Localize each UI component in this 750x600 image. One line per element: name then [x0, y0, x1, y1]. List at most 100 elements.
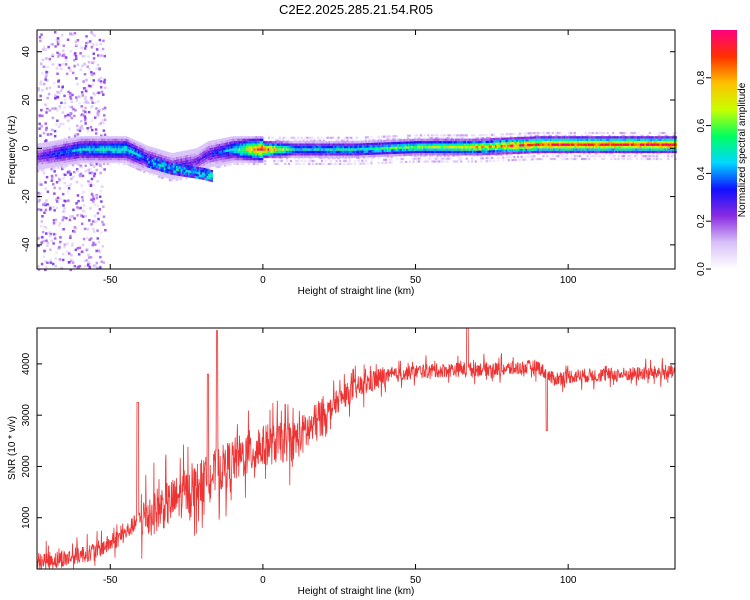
spectrogram-ridge-cell	[79, 157, 82, 161]
spectrogram-halo-cell	[667, 134, 670, 137]
spectrogram-ridge-cell	[107, 155, 110, 158]
spectrogram-noise-cell	[99, 80, 103, 83]
spectrogram-ridge-cell	[247, 155, 250, 158]
spectrogram-noise-cell	[95, 162, 98, 166]
spectrogram-ridge-cell	[317, 148, 320, 151]
spectrogram-noise-cell	[96, 204, 99, 207]
spectrogram-noise-cell	[92, 43, 95, 46]
spectrogram-halo-cell	[445, 160, 448, 163]
spectrogram-ridge-cell	[189, 154, 192, 157]
spectrogram-halo-cell	[592, 131, 595, 135]
spectrogram-ridge-cell	[64, 143, 67, 146]
spectrogram-ridge-cell	[124, 155, 126, 158]
spectrogram-ridge-cell	[122, 148, 125, 151]
spectrogram-ridge-cell	[88, 153, 91, 156]
spectrogram-ridge-cell	[122, 157, 125, 161]
spectrogram-noise-cell	[62, 204, 65, 207]
spectrogram-ridge-cell	[53, 157, 56, 160]
spectrogram-ridge-cell	[206, 156, 209, 159]
spectrogram-halo-cell	[337, 136, 340, 139]
spectrogram-halo-cell	[476, 137, 479, 140]
spectrogram-ridge-cell	[418, 150, 421, 154]
spectrogram-ridge-cell	[279, 153, 282, 156]
spectrogram-halo-cell	[480, 154, 483, 157]
spectrogram-ridge-cell	[398, 139, 401, 142]
spectrogram-ridge-cell	[101, 153, 104, 156]
spectrogram-ridge-cell	[153, 154, 155, 158]
spectrogram-noise-cell	[48, 109, 52, 112]
spectrogram-ridge-cell	[287, 150, 290, 154]
spectrogram-ridge-cell	[185, 152, 188, 156]
spectrogram-halo-cell	[284, 136, 287, 139]
spectrogram-ridge-cell	[246, 143, 249, 146]
spectrogram-ridge-cell	[142, 146, 145, 149]
spectrogram-ridge-cell	[259, 138, 262, 141]
spectrogram-ridge-cell	[294, 153, 297, 156]
spectrogram-ridge-cell	[62, 146, 65, 149]
spectrogram-ridge-cell	[133, 163, 136, 167]
spectrogram-ridge-cell	[330, 145, 333, 149]
spectrogram-halo-cell	[628, 157, 631, 161]
spectrogram-noise-cell	[68, 114, 72, 117]
spectrogram-ridge-cell	[383, 147, 386, 150]
spectrogram-noise-cell	[75, 96, 78, 99]
spectrogram-ridge-cell	[82, 141, 85, 144]
spectrogram-halo-cell	[634, 152, 637, 155]
spectrogram-ridge-cell	[178, 158, 181, 162]
spectrogram-ridge-cell	[87, 160, 90, 163]
spectrogram-halo-cell	[311, 159, 314, 163]
spectrogram-ridge-cell	[93, 136, 96, 139]
spectrogram-halo-cell	[374, 138, 377, 141]
spectrogram-ridge-cell	[362, 143, 365, 146]
spectrogram-ridge-cell	[182, 160, 184, 164]
spectrogram-halo-cell	[450, 154, 454, 157]
spectrogram-halo-cell	[381, 135, 384, 138]
spectrogram-ridge-cell	[247, 160, 250, 163]
spectrogram-ridge-cell	[238, 143, 241, 146]
spectrogram-noise-cell	[45, 239, 48, 242]
spectrogram-ridge-cell	[272, 155, 275, 158]
spectrogram-ridge-cell	[264, 148, 267, 151]
spectrogram-noise-cell	[67, 90, 70, 94]
spectrogram-noise-cell	[98, 38, 102, 42]
spectrogram-ridge-cell	[162, 152, 165, 156]
spectrogram-ridge-cell	[401, 146, 404, 149]
spectrogram-halo-cell	[366, 162, 369, 165]
spectrogram-ridge-cell	[131, 146, 134, 149]
spectrogram-halo-cell	[124, 162, 128, 165]
spectrogram-halo-cell	[586, 157, 589, 161]
spectrogram-ridge-cell	[145, 145, 148, 148]
spectrogram-halo-cell	[370, 159, 373, 162]
spectrogram-ridge-cell	[317, 153, 320, 156]
spectrogram-ridge-cell	[252, 155, 255, 158]
spectrogram-ridge-cell	[323, 155, 326, 158]
spectrogram-ridge-cell	[377, 142, 380, 145]
spectrogram-halo-cell	[544, 152, 547, 155]
spectrogram-ridge-cell	[398, 146, 401, 149]
spectrogram-noise-cell	[69, 112, 72, 115]
spectrogram-halo-cell	[276, 139, 280, 142]
spectrogram-halo-cell	[306, 136, 309, 139]
spectrogram-halo-cell	[529, 132, 532, 135]
spectrogram-ridge-cell	[340, 148, 343, 151]
spectrogram-ridge-cell	[255, 138, 258, 141]
spectrogram-ridge-cell	[174, 176, 177, 180]
spectrogram-ridge-cell	[385, 142, 387, 145]
spectrogram-ridge-cell	[110, 160, 113, 163]
spectrogram-ridge-cell	[250, 148, 253, 151]
spectrogram-ridge-cell	[412, 141, 415, 144]
spectrogram-ridge-cell	[139, 164, 142, 167]
spectrogram-ridge-cell	[415, 138, 418, 141]
spectrogram-ridge-cell	[108, 155, 111, 158]
spectrogram-ridge-cell	[82, 150, 85, 154]
spectrogram-ridge-cell	[67, 138, 70, 141]
spectrogram-halo-cell	[562, 152, 565, 155]
spectrogram-halo-cell	[289, 159, 292, 163]
spectrogram-ridge-cell	[131, 148, 134, 151]
spectrogram-ridge-cell	[163, 158, 166, 161]
spectrogram-halo-cell	[106, 162, 109, 165]
spectrogram-ridge-cell	[101, 155, 104, 158]
spectrogram-noise-cell	[66, 38, 70, 41]
spectrogram-ridge-cell	[178, 161, 181, 164]
spectrogram-ridge-cell	[313, 153, 316, 156]
